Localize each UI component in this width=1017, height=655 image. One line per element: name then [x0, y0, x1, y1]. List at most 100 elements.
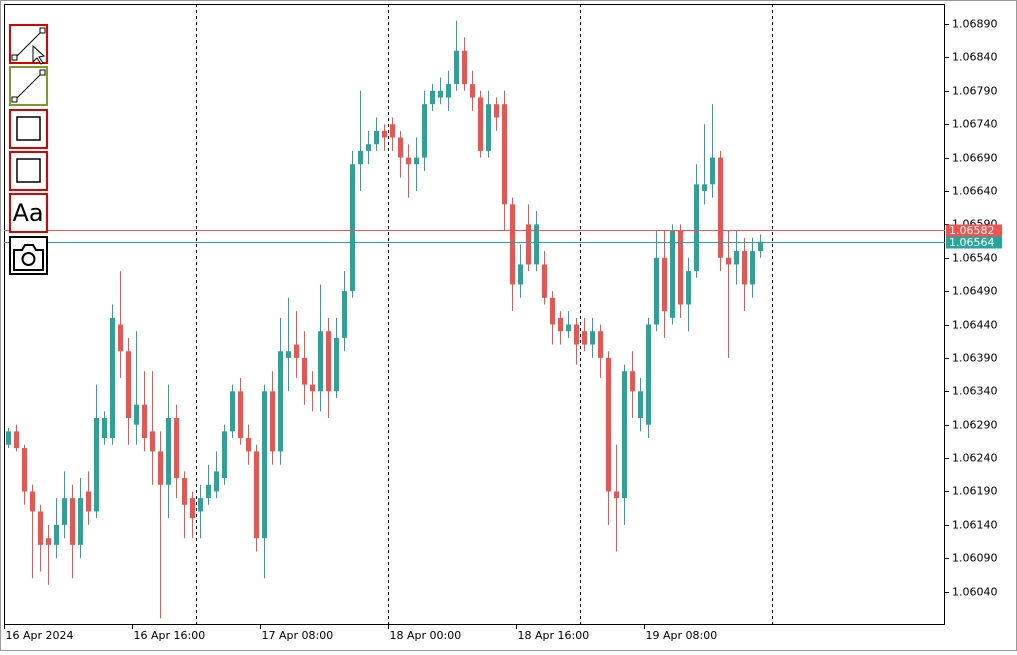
candle-body — [158, 451, 163, 485]
candle-body — [510, 204, 515, 285]
candle-body — [286, 351, 291, 358]
candle-body — [142, 404, 147, 439]
candle-body — [62, 498, 67, 525]
candle-body — [742, 251, 747, 285]
candle-body — [6, 431, 11, 445]
x-tick-label: 19 Apr 08:00 — [646, 629, 718, 642]
candle-body — [430, 90, 435, 105]
candle-body — [350, 164, 355, 292]
rectangle-button-2[interactable] — [9, 151, 48, 191]
candle-body — [518, 264, 523, 285]
y-tick-label: 1.06890 — [952, 18, 998, 31]
candle-body — [166, 418, 171, 485]
x-tick-label: 18 Apr 16:00 — [518, 629, 590, 642]
candle-body — [478, 97, 483, 151]
candle-body — [662, 257, 667, 312]
candle-body — [406, 157, 411, 165]
candle-body — [310, 384, 315, 392]
candle-body — [54, 524, 59, 545]
candle-body — [374, 130, 379, 145]
candle-body — [550, 297, 555, 325]
candle-body — [462, 50, 467, 85]
y-tick-label: 1.06440 — [952, 319, 998, 332]
candle-body — [262, 391, 267, 539]
candle-body — [126, 351, 131, 418]
y-tick-label: 1.06190 — [952, 485, 998, 498]
plot-frame — [4, 4, 945, 625]
candle-body — [678, 231, 683, 305]
candle-body — [190, 498, 195, 519]
rectangle-button[interactable] — [9, 109, 48, 149]
text-button[interactable]: Aa — [9, 193, 48, 233]
candle-body — [470, 84, 475, 98]
y-tick-label: 1.06040 — [952, 586, 998, 599]
candle-body — [118, 324, 123, 352]
candle-body — [630, 371, 635, 392]
candle-body — [702, 184, 707, 191]
y-tick-label: 1.06390 — [952, 352, 998, 365]
candle-body — [710, 157, 715, 185]
candle-body — [278, 351, 283, 452]
y-tick-label: 1.06740 — [952, 118, 998, 131]
candle-body — [694, 184, 699, 272]
x-tick-label: 16 Apr 2024 — [6, 629, 74, 642]
candle-body — [758, 241, 763, 252]
candle-body — [646, 324, 651, 425]
candle-body — [566, 324, 571, 332]
candle-body — [422, 104, 427, 158]
screenshot-button[interactable] — [9, 236, 48, 275]
toolbar: Aa — [9, 24, 48, 275]
candle-body — [598, 331, 603, 358]
candle-body — [526, 224, 531, 265]
candle-body — [382, 130, 387, 138]
candle-body — [654, 257, 659, 325]
y-tick-label: 1.06640 — [952, 185, 998, 198]
candle-body — [270, 391, 275, 452]
candle-body — [70, 498, 75, 545]
y-tick-label: 1.06540 — [952, 252, 998, 265]
candle-body — [174, 418, 179, 479]
candle-body — [750, 251, 755, 285]
candle-body — [534, 224, 539, 265]
candle-body — [238, 391, 243, 439]
x-tick-label: 16 Apr 16:00 — [134, 629, 206, 642]
y-tick-label: 1.06790 — [952, 85, 998, 98]
candle-body — [102, 418, 107, 439]
candle-body — [582, 331, 587, 345]
price-label-box — [946, 236, 1002, 249]
candle-body — [30, 491, 35, 512]
candle-body — [726, 257, 731, 265]
candle-body — [390, 124, 395, 138]
candle-body — [590, 331, 595, 345]
candle-body — [134, 404, 139, 425]
candle-body — [542, 264, 547, 298]
candle-body — [14, 431, 19, 449]
candle-body — [718, 157, 723, 258]
candle-body — [110, 317, 115, 439]
candle-body — [358, 150, 363, 165]
candle-body — [182, 478, 187, 505]
price-label-box — [946, 224, 1002, 237]
candle-body — [558, 317, 563, 332]
candle-body — [686, 271, 691, 305]
candle-body — [206, 484, 211, 499]
candle-body — [638, 391, 643, 418]
candle-body — [614, 491, 619, 499]
y-tick-label: 1.06290 — [952, 419, 998, 432]
price-label: 1.06582 — [949, 224, 995, 237]
candle-body — [22, 448, 27, 492]
y-tick-label: 1.06840 — [952, 51, 998, 64]
candle-body — [302, 357, 307, 385]
candle-body — [214, 471, 219, 492]
candle-body — [414, 157, 419, 165]
candle-body — [222, 431, 227, 479]
price-label: 1.06564 — [949, 236, 995, 249]
x-tick-label: 18 Apr 00:00 — [390, 629, 462, 642]
candle-body — [446, 84, 451, 98]
y-tick-label: 1.06140 — [952, 519, 998, 532]
candle-body — [454, 50, 459, 85]
line-button[interactable] — [9, 66, 48, 106]
trendline-button[interactable] — [9, 24, 48, 65]
candle-body — [670, 231, 675, 318]
